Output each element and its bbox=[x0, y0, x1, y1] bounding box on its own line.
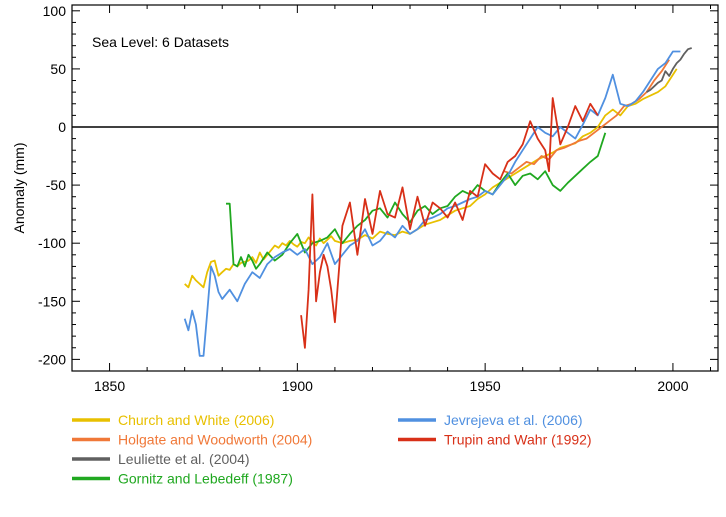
legend-label: Trupin and Wahr (1992) bbox=[444, 432, 592, 448]
legend-label: Church and White (2006) bbox=[118, 412, 274, 428]
series-line-4 bbox=[226, 132, 607, 270]
x-tick-label: 1950 bbox=[470, 378, 501, 394]
y-tick-label: -200 bbox=[38, 351, 66, 367]
legend: Church and White (2006) Holgate and Woodw… bbox=[72, 412, 592, 487]
legend-label: Leuliette et al. (2004) bbox=[118, 451, 250, 467]
legend-label: Gornitz and Lebedeff (1987) bbox=[118, 471, 293, 487]
series-line-6 bbox=[300, 97, 599, 349]
x-axis-ticks: 1850 1900 1950 2000 bbox=[71, 5, 711, 394]
chart-title: Sea Level: 6 Datasets bbox=[92, 34, 229, 50]
series-line-3 bbox=[646, 47, 692, 93]
y-tick-label: 100 bbox=[43, 3, 67, 19]
y-axis-label: Anomaly (mm) bbox=[11, 142, 27, 233]
legend-label: Holgate and Woodworth (2004) bbox=[118, 432, 312, 448]
series-line-5 bbox=[183, 50, 681, 357]
series-lines bbox=[183, 47, 692, 357]
x-tick-label: 1900 bbox=[282, 378, 313, 394]
y-tick-label: 50 bbox=[50, 61, 66, 77]
series-line-2 bbox=[503, 59, 670, 175]
x-tick-label: 2000 bbox=[657, 378, 688, 394]
y-tick-label: -50 bbox=[46, 177, 66, 193]
y-axis-ticks: -200 -150 -100 -50 0 50 100 bbox=[38, 3, 718, 372]
plot-area bbox=[71, 4, 719, 372]
y-tick-label: -100 bbox=[38, 235, 66, 251]
y-tick-label: -150 bbox=[38, 293, 66, 309]
legend-label: Jevrejeva et al. (2006) bbox=[444, 412, 583, 428]
x-tick-label: 1850 bbox=[94, 378, 125, 394]
y-tick-label: 0 bbox=[58, 119, 66, 135]
